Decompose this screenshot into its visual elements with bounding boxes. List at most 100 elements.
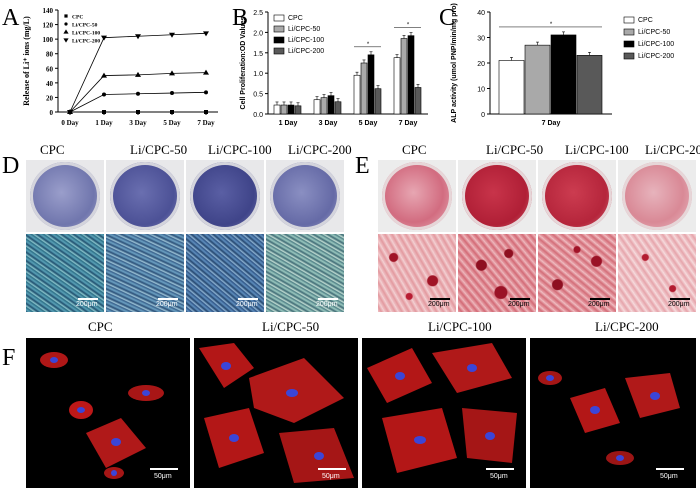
y-axis-label: ALP activity (umol PNP/min/mg pro) [451,3,458,123]
chart-c: 0 10 20 30 40 ALP activity (umol PNP/min/mg p… [451,3,674,127]
marker-triangle-down [203,31,209,37]
legend-label: CPC [72,15,83,21]
y-tick-label: 0.5 [253,92,263,99]
ars-micro-li200: 200μm [618,234,696,312]
fluor-cells [199,343,354,483]
bar [294,105,302,115]
marker-triangle-up [135,71,141,77]
panel-letter-c: C [439,5,456,31]
marker-triangle-down [135,34,141,40]
legend-label: Li/CPC-200 [72,39,100,45]
x-tick-label: 3 Day [319,120,338,127]
scale-bar [670,298,690,300]
chart-b-plot: 0.0 0.5 1.0 1.5 2.0 2.5 Cell Proliferation:OD … [240,10,428,127]
x-tick-label: 0 Day [61,119,79,127]
legend-label: Li/CPC-50 [638,29,670,36]
chart-c-plot: 0 10 20 30 40 ALP activity (umol PNP/min/mg p… [451,3,674,127]
significance-marker: * [367,42,370,48]
panel-letter-f: F [2,345,16,371]
legend-swatch [623,28,635,36]
marker-square [170,110,174,114]
marker-square [64,14,68,18]
legend-swatch [273,47,285,55]
panel-letter-a: A [2,5,20,31]
bar [313,99,321,115]
y-tick-label: 120 [43,22,54,30]
legend-label: Li/CPC-100 [288,37,324,44]
scale-bar [510,298,530,300]
col-title-f-cpc: CPC [88,319,113,334]
marker-square [204,110,208,114]
col-title-f-li50: Li/CPC-50 [262,319,320,334]
x-tick-label: 7 Day [542,120,561,127]
alp-well-li50 [106,160,184,232]
scale-label: 200μm [668,301,690,308]
legend-swatch [273,36,285,44]
marker-triangle-down [169,32,175,38]
bar [353,74,361,115]
y-tick-label: 0 [50,109,54,117]
marker-square [136,110,140,114]
scale-label: 50μm [322,473,340,480]
x-tick-label: 1 Day [279,120,298,127]
marker-square [102,110,106,114]
col-title-e-li200: Li/CPC-200 [645,142,700,157]
legend-label: CPC [638,17,653,24]
ars-well-li200 [618,160,696,232]
scale-bar [150,468,178,470]
chart-a: 0 20 40 60 80 100 120 140 0 Day 1 Day 3 Day 5 Day 7 … [22,7,218,127]
x-tick-label: 7 Day [399,120,418,127]
scale-label: 50μm [490,473,508,480]
y-tick-label: 10 [477,87,485,94]
marker-triangle-down [101,35,107,41]
fluor-cells [538,371,680,465]
bar [280,104,288,115]
legend-label: Li/CPC-100 [72,31,100,37]
significance-marker: * [550,22,553,28]
ars-micro-li50: 200μm [458,234,536,312]
ars-micro-li100: 200μm [538,234,616,312]
alp-micro-li100: 200μm [186,234,264,312]
col-title-d-li50: Li/CPC-50 [130,142,188,157]
col-title-e-li100: Li/CPC-100 [565,142,629,157]
scale-label: 200μm [316,301,338,308]
col-title-d-li200: Li/CPC-200 [288,142,352,157]
legend-label: CPC [288,15,303,22]
ars-well-cpc [378,160,456,232]
scale-bar [78,298,98,300]
legend-label: Li/CPC-100 [638,41,674,48]
col-title-d-cpc: CPC [40,142,65,157]
y-tick-label: 80 [46,51,54,59]
x-tick-label: 5 Day [359,120,378,127]
bar [273,104,281,115]
legend-swatch [273,25,285,33]
scale-bar [238,298,258,300]
marker-triangle-up [169,70,175,76]
alp-micro-li50: 200μm [106,234,184,312]
fluor-cells [367,343,517,473]
bar [524,44,551,115]
y-tick-label: 0 [481,112,485,119]
col-title-e-li50: Li/CPC-50 [486,142,544,157]
y-tick-label: 0.0 [253,112,263,119]
bar [327,95,335,115]
x-tick-label: 1 Day [95,119,113,127]
scale-label: 200μm [508,301,530,308]
fluor-img-li100: 50μm [362,338,526,488]
legend-label: Li/CPC-200 [288,48,324,55]
bar [400,38,408,115]
significance-marker: * [407,23,410,29]
chart-a-plot: 0 20 40 60 80 100 120 140 0 Day 1 Day 3 Day 5 Day 7 … [22,7,218,127]
y-tick-label: 20 [477,61,485,68]
bar [320,97,328,115]
alp-micro-li200: 200μm [266,234,344,312]
scale-label: 50μm [660,473,678,480]
y-tick-label: 60 [46,65,54,73]
scale-label: 200μm [76,301,98,308]
marker-circle [204,90,208,95]
y-tick-label: 2.0 [253,30,263,37]
marker-triangle-down [63,38,69,43]
marker-triangle-up [203,69,209,75]
col-title-f-li200: Li/CPC-200 [595,319,659,334]
legend-swatch [623,40,635,48]
